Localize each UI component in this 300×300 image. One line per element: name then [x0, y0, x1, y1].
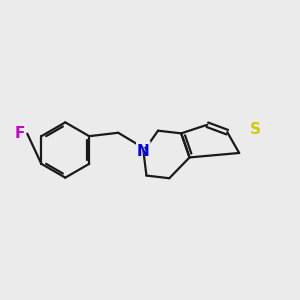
Text: N: N: [137, 144, 150, 159]
Text: F: F: [15, 126, 25, 141]
Text: S: S: [248, 119, 263, 139]
Text: F: F: [12, 124, 27, 144]
Text: N: N: [134, 142, 153, 161]
Text: S: S: [250, 122, 261, 137]
